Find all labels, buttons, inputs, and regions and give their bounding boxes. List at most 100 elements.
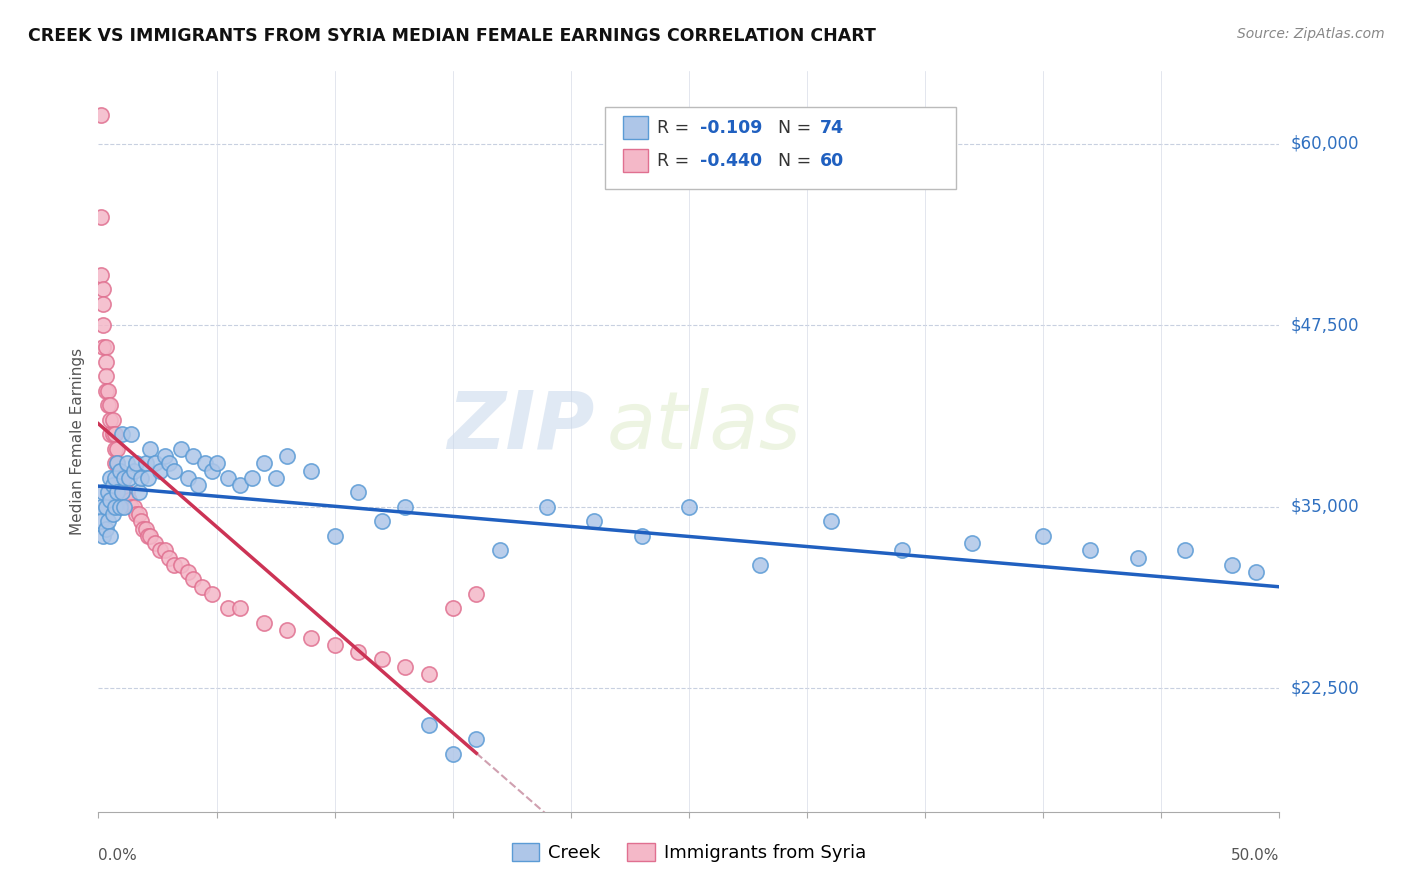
- Point: [118, 492, 141, 507]
- Point: [820, 515, 842, 529]
- Point: [201, 587, 224, 601]
- Point: [323, 638, 346, 652]
- Point: [217, 471, 239, 485]
- Point: [91, 340, 114, 354]
- Point: [1244, 565, 1267, 579]
- Point: [98, 471, 121, 485]
- Point: [371, 652, 394, 666]
- Point: [143, 536, 166, 550]
- Point: [299, 464, 322, 478]
- Point: [149, 543, 172, 558]
- Text: -0.109: -0.109: [700, 119, 762, 136]
- Point: [91, 485, 114, 500]
- Point: [97, 384, 120, 398]
- Point: [418, 717, 440, 731]
- Point: [90, 515, 112, 529]
- Point: [90, 108, 112, 122]
- Point: [91, 318, 114, 333]
- Point: [890, 543, 912, 558]
- Point: [583, 515, 606, 529]
- Point: [97, 398, 120, 412]
- Point: [122, 500, 145, 514]
- Point: [111, 471, 134, 485]
- Point: [153, 543, 176, 558]
- Point: [394, 659, 416, 673]
- Point: [1126, 550, 1149, 565]
- Point: [163, 464, 186, 478]
- Point: [136, 529, 159, 543]
- Point: [115, 485, 138, 500]
- Point: [143, 456, 166, 470]
- Point: [253, 615, 276, 630]
- Point: [276, 624, 298, 638]
- Point: [111, 485, 134, 500]
- Point: [441, 747, 464, 761]
- Text: ZIP: ZIP: [447, 388, 595, 466]
- Text: $22,500: $22,500: [1291, 680, 1360, 698]
- Point: [91, 296, 114, 310]
- Point: [276, 449, 298, 463]
- Point: [98, 427, 121, 442]
- Point: [170, 558, 193, 572]
- Point: [105, 456, 128, 470]
- Point: [371, 515, 394, 529]
- Point: [101, 413, 124, 427]
- Text: CREEK VS IMMIGRANTS FROM SYRIA MEDIAN FEMALE EARNINGS CORRELATION CHART: CREEK VS IMMIGRANTS FROM SYRIA MEDIAN FE…: [28, 27, 876, 45]
- Point: [125, 456, 148, 470]
- Point: [90, 210, 112, 224]
- Point: [194, 456, 217, 470]
- Point: [536, 500, 558, 514]
- Point: [347, 645, 370, 659]
- Point: [465, 587, 488, 601]
- Point: [229, 478, 252, 492]
- Y-axis label: Median Female Earnings: Median Female Earnings: [70, 348, 86, 535]
- Point: [181, 449, 204, 463]
- Text: 50.0%: 50.0%: [1232, 848, 1279, 863]
- Point: [678, 500, 700, 514]
- Point: [157, 550, 180, 565]
- Point: [97, 515, 120, 529]
- Text: atlas: atlas: [606, 388, 801, 466]
- Text: R =: R =: [657, 119, 695, 136]
- Text: N =: N =: [778, 152, 817, 169]
- Point: [90, 268, 112, 282]
- Point: [104, 500, 127, 514]
- Text: $60,000: $60,000: [1291, 135, 1360, 153]
- Point: [163, 558, 186, 572]
- Point: [105, 456, 128, 470]
- Point: [149, 464, 172, 478]
- Point: [465, 732, 488, 747]
- Point: [94, 522, 117, 536]
- Point: [205, 456, 228, 470]
- Point: [98, 413, 121, 427]
- Point: [98, 492, 121, 507]
- Point: [121, 500, 143, 514]
- Point: [91, 282, 114, 296]
- Legend: Creek, Immigrants from Syria: Creek, Immigrants from Syria: [505, 836, 873, 870]
- Point: [122, 464, 145, 478]
- Point: [1032, 529, 1054, 543]
- Point: [748, 558, 770, 572]
- Point: [98, 529, 121, 543]
- Point: [177, 471, 200, 485]
- Point: [108, 464, 131, 478]
- Point: [111, 427, 134, 442]
- Point: [1080, 543, 1102, 558]
- Point: [157, 456, 180, 470]
- Point: [153, 449, 176, 463]
- Point: [111, 478, 134, 492]
- Point: [112, 500, 135, 514]
- Point: [347, 485, 370, 500]
- Point: [299, 631, 322, 645]
- Point: [128, 485, 150, 500]
- Point: [108, 471, 131, 485]
- Text: $35,000: $35,000: [1291, 498, 1360, 516]
- Point: [191, 580, 214, 594]
- Point: [177, 565, 200, 579]
- Point: [101, 507, 124, 521]
- Point: [108, 500, 131, 514]
- Point: [90, 500, 112, 514]
- Point: [101, 478, 124, 492]
- Text: $47,500: $47,500: [1291, 317, 1360, 334]
- Point: [139, 442, 162, 456]
